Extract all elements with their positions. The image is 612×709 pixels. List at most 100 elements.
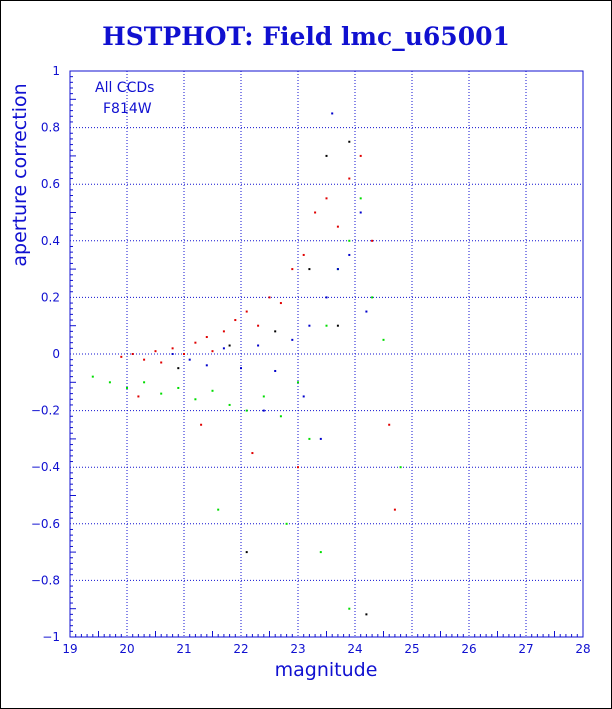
scatter-point-blue: [240, 367, 242, 370]
scatter-point-blue: [262, 409, 265, 412]
scatter-point-blue: [336, 268, 339, 271]
scatter-point-blue: [222, 347, 225, 350]
x-tick-label: 22: [233, 642, 248, 656]
scatter-point-black: [308, 268, 311, 271]
scatter-point-red: [245, 310, 248, 313]
scatter-point-green: [126, 386, 128, 389]
scatter-point-red: [348, 177, 351, 180]
scatter-point-black: [365, 613, 368, 616]
x-tick-label: 28: [575, 642, 590, 656]
x-axis-label: magnitude: [275, 659, 378, 681]
scatter-point-green: [194, 398, 197, 401]
scatter-point-red: [257, 324, 260, 327]
y-tick-label: 0.2: [41, 290, 60, 304]
y-axis-label: aperture correction: [9, 83, 31, 266]
y-tick-label: −0.2: [31, 404, 60, 418]
y-tick-label: −0.8: [31, 573, 60, 587]
scatter-point-green: [108, 381, 111, 384]
data-points: [91, 112, 402, 616]
scatter-point-red: [211, 350, 214, 353]
scatter-point-blue: [291, 338, 294, 341]
scatter-point-red: [183, 353, 185, 355]
scatter-point-blue: [308, 324, 311, 327]
scatter-point-blue: [325, 296, 328, 299]
y-tick-label: 0: [52, 347, 60, 361]
scatter-point-red: [297, 466, 299, 469]
scatter-point-red: [251, 452, 254, 455]
x-tick-label: 20: [119, 642, 134, 656]
scatter-point-red: [325, 197, 328, 200]
scatter-point-green: [262, 395, 265, 398]
scatter-point-red: [393, 508, 396, 511]
scatter-point-green: [160, 392, 163, 395]
scatter-point-red: [371, 239, 374, 242]
scatter-point-red: [137, 395, 140, 398]
scatter-point-blue: [171, 353, 174, 355]
scatter-point-blue: [188, 358, 191, 361]
x-tick-label: 23: [290, 642, 305, 656]
scatter-point-red: [160, 361, 163, 364]
scatter-point-green: [325, 324, 328, 327]
scatter-point-green: [348, 607, 351, 610]
scatter-point-red: [279, 302, 282, 305]
x-tick-label: 24: [347, 642, 362, 656]
x-tick-label: 19: [62, 642, 77, 656]
scatter-point-green: [319, 551, 322, 554]
y-tick-label: 0.4: [41, 234, 60, 248]
scatter-point-blue: [274, 369, 277, 372]
scatter-point-green: [245, 409, 248, 412]
scatter-point-green: [177, 386, 180, 389]
scatter-point-green: [91, 375, 94, 378]
annotation-filter: F814W: [103, 101, 152, 117]
y-tick-label: −0.4: [31, 460, 60, 474]
scatter-point-red: [314, 211, 317, 214]
annotation-all-ccds: All CCDs: [95, 80, 154, 96]
scatter-point-green: [399, 466, 402, 469]
scatter-point-green: [228, 403, 231, 406]
scatter-point-blue: [257, 344, 260, 347]
scatter-point-red: [359, 154, 362, 157]
scatter-point-red: [291, 268, 294, 271]
x-tick-label: 26: [461, 642, 476, 656]
scatter-point-blue: [205, 364, 208, 367]
scatter-point-green: [217, 508, 220, 511]
scatter-point-red: [222, 330, 225, 333]
scatter-point-black: [336, 324, 339, 327]
scatter-point-black: [325, 154, 328, 157]
scatter-point-blue: [319, 437, 322, 440]
scatter-point-green: [359, 197, 362, 200]
scatter-point-red: [205, 336, 208, 339]
axis-ticks: 19 20 21 22 23 24 25 26 27 28 −1 −0.8 −0.6 −0.4 −0.2 0 0…: [31, 64, 591, 656]
scatter-point-blue: [365, 310, 368, 313]
x-tick-label: 27: [518, 642, 533, 656]
scatter-point-blue: [359, 211, 362, 214]
y-tick-label: −1: [42, 630, 60, 644]
scatter-point-red: [143, 358, 146, 361]
scatter-point-red: [120, 355, 123, 358]
scatter-point-red: [234, 319, 237, 322]
scatter-point-green: [371, 296, 374, 299]
scatter-point-green: [308, 437, 311, 440]
scatter-point-red: [336, 225, 339, 228]
scatter-point-red: [200, 423, 203, 426]
scatter-point-blue: [331, 112, 334, 115]
x-tick-label: 21: [176, 642, 191, 656]
scatter-point-black: [348, 140, 351, 143]
scatter-point-black: [228, 344, 231, 347]
scatter-point-green: [348, 239, 351, 242]
scatter-point-green: [279, 415, 282, 418]
scatter-point-green: [143, 381, 146, 384]
y-tick-label: 0.8: [41, 121, 60, 135]
scatter-point-green: [297, 381, 299, 384]
y-tick-label: −0.6: [31, 517, 60, 531]
chart-title: HSTPHOT: Field lmc_u65001: [102, 22, 510, 51]
scatter-point-red: [131, 353, 134, 355]
scatter-point-red: [302, 253, 305, 256]
scatter-point-green: [285, 522, 288, 525]
scatter-point-green: [211, 389, 214, 392]
scatter-point-red: [194, 341, 197, 344]
scatter-point-blue: [348, 253, 351, 256]
scatter-point-red: [154, 350, 157, 353]
x-tick-label: 25: [404, 642, 419, 656]
